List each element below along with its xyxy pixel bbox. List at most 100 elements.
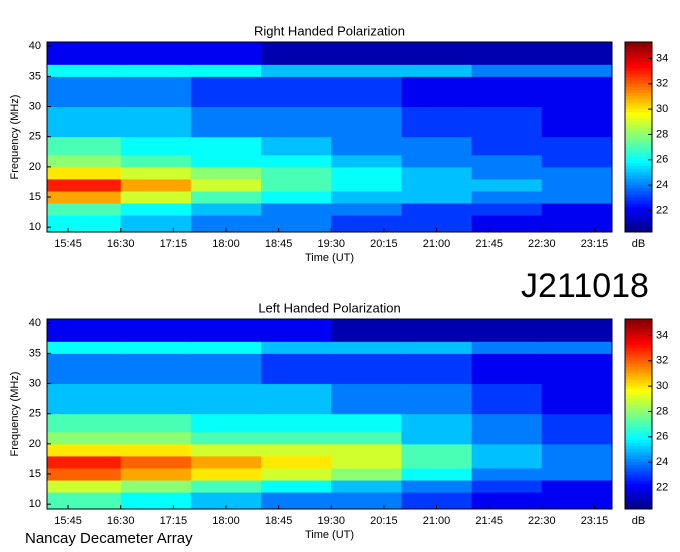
heatmap-cell: [401, 341, 473, 354]
x-tick-label: 15:45: [54, 515, 82, 527]
colorbar-segment: [625, 130, 652, 135]
heatmap-cell: [541, 492, 613, 510]
heatmap-cell: [261, 383, 332, 415]
colorbar-segment: [625, 363, 652, 367]
heatmap-cell: [47, 178, 122, 192]
x-axis-label: Time (UT): [305, 252, 354, 264]
colorbar-segment: [625, 505, 652, 510]
colorbar-segment: [625, 152, 652, 157]
heatmap-cell: [261, 353, 332, 385]
x-tick-label: 18:00: [212, 238, 240, 250]
colorbar-segment: [625, 382, 652, 386]
heatmap-cell: [471, 467, 543, 481]
heatmap-cell: [120, 443, 192, 457]
colorbar-segment: [625, 111, 652, 116]
colorbar-segment: [625, 165, 652, 170]
heatmap-cell: [190, 341, 262, 354]
heatmap-cell: [190, 431, 262, 445]
heatmap-cell: [47, 215, 122, 233]
heatmap-cell: [120, 492, 192, 510]
heatmap-cell: [401, 190, 473, 204]
colorbar-segment: [625, 194, 652, 198]
colorbar-segment: [625, 42, 652, 46]
x-axis-label: Time (UT): [305, 529, 354, 541]
heatmap-cell: [471, 431, 543, 445]
heatmap-cell: [471, 154, 543, 168]
colorbar-segment: [625, 417, 652, 421]
heatmap-cell: [331, 42, 402, 65]
heatmap-cell: [541, 136, 613, 156]
colorbar-segment: [625, 477, 652, 481]
colorbar-segment: [625, 108, 652, 113]
heatmap-cell: [47, 455, 122, 469]
colorbar-segment: [625, 328, 652, 333]
colorbar-segment: [625, 54, 652, 59]
colorbar-tick-label: 22: [656, 204, 668, 216]
colorbar-segment: [625, 429, 652, 434]
heatmap-cell: [120, 467, 192, 481]
heatmap-cell: [541, 455, 613, 469]
heatmap-cell: [261, 136, 332, 156]
heatmap-cell: [190, 467, 262, 481]
heatmap-cell: [47, 76, 122, 108]
colorbar-segment: [625, 471, 652, 475]
colorbar-segment: [625, 102, 652, 106]
y-tick-label: 25: [29, 131, 41, 143]
colorbar-segment: [625, 213, 652, 217]
heatmap-cell: [120, 413, 192, 433]
colorbar-segment: [625, 319, 652, 323]
colorbar-label: dB: [632, 238, 645, 250]
heatmap-cell: [47, 190, 122, 204]
colorbar-tick-label: 30: [656, 103, 668, 115]
colorbar-tick-label: 26: [656, 154, 668, 166]
heatmap-cell: [47, 467, 122, 481]
y-tick-label: 15: [29, 468, 41, 480]
heatmap-cell: [190, 190, 262, 204]
colorbar-segment: [625, 414, 652, 418]
x-tick-label: 20:15: [370, 238, 398, 250]
y-tick-label: 30: [29, 100, 41, 112]
heatmap-cell: [471, 413, 543, 433]
heatmap-cell: [331, 353, 402, 385]
heatmap-cell: [541, 431, 613, 445]
heatmap-cell: [261, 413, 332, 433]
y-tick-label: 10: [29, 221, 41, 233]
colorbar-segment: [625, 70, 652, 75]
heatmap-cell: [331, 76, 402, 108]
colorbar-tick-label: 32: [656, 355, 668, 367]
colorbar-segment: [625, 448, 652, 453]
colorbar-segment: [625, 133, 652, 138]
heatmap-cell: [401, 413, 473, 433]
heatmap-cell: [471, 190, 543, 204]
colorbar-tick-label: 22: [656, 481, 668, 493]
heatmap-cell: [541, 319, 613, 342]
colorbar-segment: [625, 433, 652, 437]
heatmap-cell: [401, 178, 473, 192]
colorbar-segment: [625, 203, 652, 208]
y-tick-label: 40: [29, 40, 41, 52]
heatmap-cell: [541, 42, 613, 65]
y-tick-label: 35: [29, 70, 41, 82]
colorbar-segment: [625, 206, 652, 211]
colorbar-segment: [625, 216, 652, 220]
heatmap-cell: [401, 383, 473, 415]
colorbar-segment: [625, 344, 652, 348]
colorbar-segment: [625, 388, 652, 393]
heatmap-cell: [471, 341, 543, 354]
colorbar-frame: [624, 41, 653, 233]
heatmap-cell: [47, 42, 122, 65]
heatmap-cell: [331, 64, 402, 77]
heatmap-cell: [261, 431, 332, 445]
colorbar-tick-label: 28: [656, 405, 668, 417]
heatmap-cell: [401, 443, 473, 457]
heatmap-cell: [331, 383, 402, 415]
colorbar-frame: [624, 318, 653, 510]
colorbar-segment: [625, 360, 652, 364]
colorbar-segment: [625, 404, 652, 409]
x-tick-label: 18:45: [265, 515, 293, 527]
colorbar-segment: [625, 209, 652, 214]
heatmap-cell: [190, 492, 262, 510]
x-tick-label: 17:15: [160, 238, 188, 250]
colorbar-segment: [625, 80, 652, 84]
colorbar-tick-label: 24: [656, 179, 668, 191]
